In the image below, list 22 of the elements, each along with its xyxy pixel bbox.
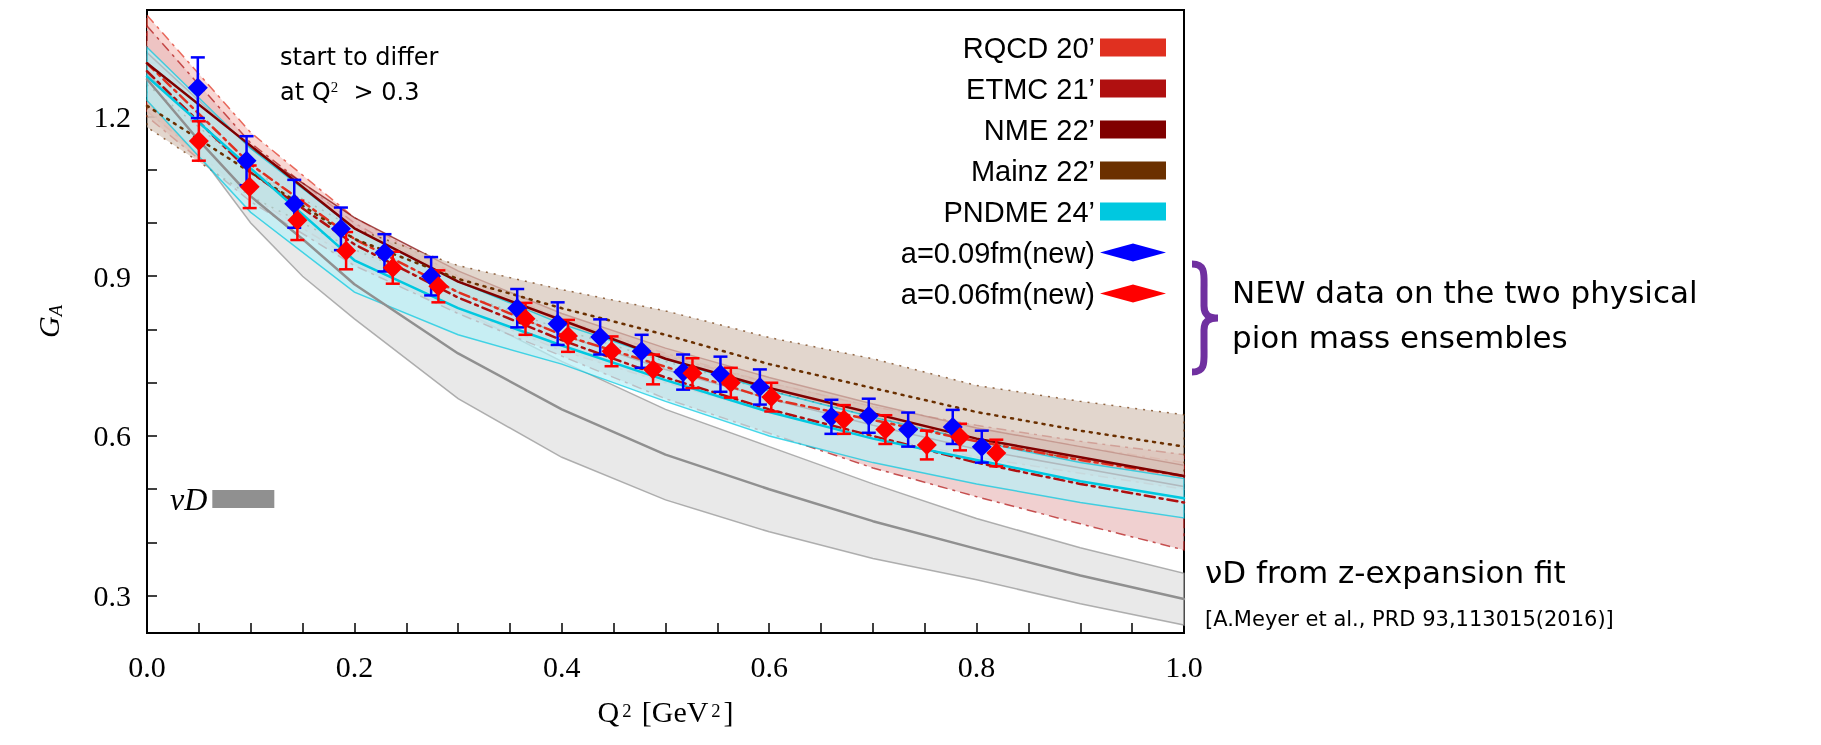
y-tick-label: 0.3 bbox=[93, 579, 131, 613]
legend-label: a=0.06fm(new) bbox=[900, 277, 1095, 310]
x-tick-label: 0.4 bbox=[543, 649, 581, 683]
x-tick-label: 0.2 bbox=[335, 649, 374, 683]
x-tick-label: 0.0 bbox=[128, 649, 166, 683]
legend-label: ETMC 21’ bbox=[966, 72, 1095, 105]
legend-label: PNDME 24’ bbox=[943, 195, 1095, 228]
legend-label: Mainz 22’ bbox=[970, 154, 1095, 187]
text: [A.Meyer et al., PRD 93,113015(2016)] bbox=[1205, 607, 1614, 632]
text: νD from z-expansion fit bbox=[1205, 554, 1566, 591]
x-tick-label: 0.6 bbox=[750, 649, 788, 683]
legend-label: NME 22’ bbox=[983, 113, 1095, 146]
y-tick-label: 1.2 bbox=[93, 100, 131, 133]
legend-label: νD bbox=[170, 481, 208, 517]
y-axis-title: GA bbox=[32, 304, 66, 339]
text: NEW data on the two physical pion mass ensembles bbox=[1232, 274, 1698, 356]
y-tick-label: 0.6 bbox=[93, 419, 131, 453]
y-tick-label: 0.9 bbox=[93, 259, 131, 293]
x-tick-label: 1.0 bbox=[1165, 649, 1203, 683]
legend-label: RQCD 20’ bbox=[962, 31, 1095, 64]
legend-label: a=0.09fm(new) bbox=[900, 236, 1095, 269]
x-tick-label: 0.8 bbox=[957, 649, 996, 683]
